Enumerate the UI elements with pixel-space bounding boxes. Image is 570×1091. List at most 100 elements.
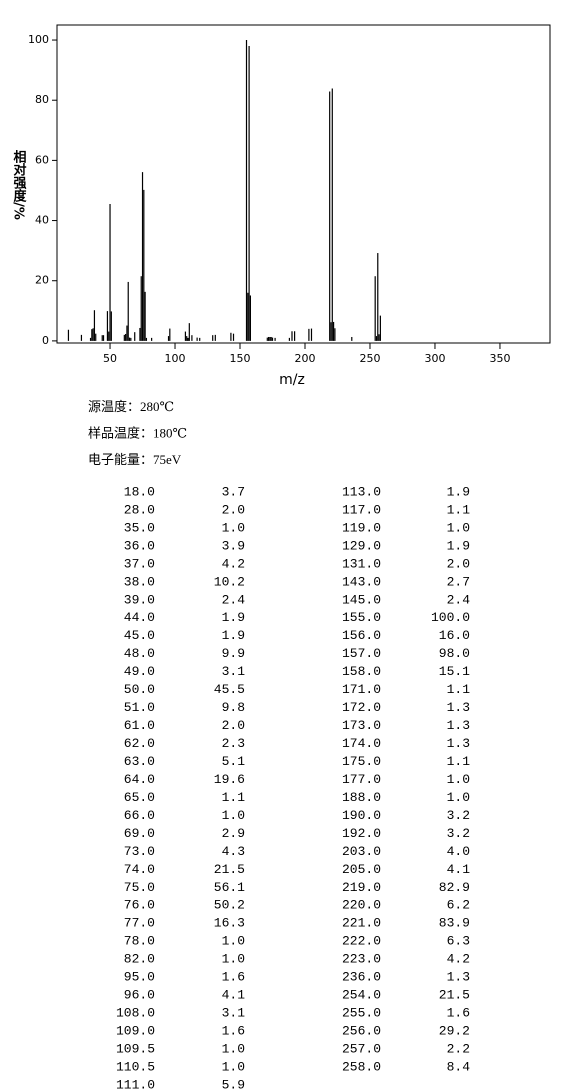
mz-cell: 223.0 — [342, 952, 381, 967]
intensity-cell: 1.6 — [447, 1006, 470, 1021]
mz-cell: 111.0 — [116, 1077, 155, 1091]
intensity-cell: 4.2 — [447, 952, 470, 967]
intensity-cell: 1.9 — [222, 610, 245, 625]
condition: 样品温度：180℃ — [88, 425, 187, 440]
mz-cell: 39.0 — [124, 592, 155, 607]
mz-cell: 155.0 — [342, 610, 381, 625]
plot-frame — [56, 24, 551, 344]
intensity-cell: 2.0 — [222, 502, 245, 517]
mz-cell: 65.0 — [124, 790, 155, 805]
mz-cell: 171.0 — [342, 682, 381, 697]
intensity-cell: 1.9 — [222, 628, 245, 643]
mz-cell: 35.0 — [124, 520, 155, 535]
intensity-cell: 6.2 — [447, 898, 470, 913]
mz-cell: 174.0 — [342, 736, 381, 751]
mz-cell: 82.0 — [124, 952, 155, 967]
intensity-cell: 1.9 — [447, 538, 470, 553]
mz-cell: 113.0 — [342, 484, 381, 499]
intensity-cell: 5.1 — [222, 754, 246, 769]
intensity-cell: 1.1 — [447, 682, 471, 697]
mz-cell: 258.0 — [342, 1059, 381, 1074]
intensity-cell: 1.6 — [222, 1024, 245, 1039]
mz-cell: 219.0 — [342, 880, 381, 895]
intensity-cell: 45.5 — [214, 682, 245, 697]
intensity-cell: 29.2 — [439, 1024, 470, 1039]
mz-cell: 63.0 — [124, 754, 155, 769]
intensity-cell: 8.4 — [447, 1059, 471, 1074]
y-tick-label: 40 — [35, 214, 49, 227]
mz-cell: 131.0 — [342, 556, 381, 571]
condition: 源温度：280℃ — [88, 399, 174, 414]
intensity-cell: 2.3 — [222, 736, 245, 751]
mz-cell: 156.0 — [342, 628, 381, 643]
y-tick-label: 20 — [35, 274, 49, 287]
mz-cell: 78.0 — [124, 934, 155, 949]
x-tick-label: 150 — [230, 352, 251, 365]
intensity-cell: 2.7 — [447, 574, 470, 589]
mz-cell: 119.0 — [342, 520, 381, 535]
intensity-cell: 1.3 — [447, 736, 470, 751]
mz-cell: 236.0 — [342, 970, 381, 985]
mz-cell: 221.0 — [342, 916, 381, 931]
mz-cell: 143.0 — [342, 574, 381, 589]
mz-cell: 175.0 — [342, 754, 381, 769]
intensity-cell: 1.0 — [222, 808, 245, 823]
intensity-cell: 2.0 — [222, 718, 245, 733]
mz-cell: 37.0 — [124, 556, 155, 571]
y-tick-label: 60 — [35, 153, 49, 166]
intensity-cell: 4.0 — [447, 844, 470, 859]
x-tick-label: 300 — [424, 352, 445, 365]
mz-cell: 44.0 — [124, 610, 155, 625]
mz-cell: 254.0 — [342, 988, 381, 1003]
mz-cell: 76.0 — [124, 898, 155, 913]
x-tick-label: 200 — [294, 352, 315, 365]
mz-cell: 48.0 — [124, 646, 155, 661]
mz-cell: 157.0 — [342, 646, 381, 661]
mz-cell: 38.0 — [124, 574, 155, 589]
intensity-cell: 1.1 — [447, 502, 471, 517]
mz-cell: 257.0 — [342, 1042, 381, 1057]
x-tick-label: 50 — [103, 352, 117, 365]
intensity-cell: 1.0 — [222, 1059, 245, 1074]
intensity-cell: 3.2 — [447, 826, 470, 841]
mz-cell: 28.0 — [124, 502, 155, 517]
intensity-cell: 5.9 — [222, 1077, 245, 1091]
mz-cell: 50.0 — [124, 682, 155, 697]
intensity-cell: 3.1 — [222, 1006, 246, 1021]
intensity-cell: 15.1 — [439, 664, 470, 679]
mz-cell: 110.5 — [116, 1059, 155, 1074]
intensity-cell: 4.1 — [447, 862, 471, 877]
mz-cell: 203.0 — [342, 844, 381, 859]
mz-cell: 109.0 — [116, 1024, 155, 1039]
mz-cell: 74.0 — [124, 862, 155, 877]
mz-cell: 222.0 — [342, 934, 381, 949]
y-tick-label: 80 — [35, 93, 49, 106]
intensity-cell: 16.0 — [439, 628, 470, 643]
intensity-cell: 21.5 — [214, 862, 245, 877]
y-axis-label: 相对强度/% — [11, 150, 27, 220]
y-tick-label: 100 — [28, 33, 49, 46]
intensity-cell: 1.0 — [447, 520, 470, 535]
intensity-cell: 1.0 — [447, 772, 470, 787]
intensity-cell: 3.7 — [222, 484, 245, 499]
intensity-cell: 1.0 — [222, 934, 245, 949]
mz-cell: 51.0 — [124, 700, 155, 715]
intensity-cell: 3.1 — [222, 664, 246, 679]
mz-cell: 177.0 — [342, 772, 381, 787]
intensity-cell: 3.9 — [222, 538, 245, 553]
mz-cell: 220.0 — [342, 898, 381, 913]
x-tick-label: 250 — [359, 352, 380, 365]
intensity-cell: 19.6 — [214, 772, 245, 787]
mz-cell: 145.0 — [342, 592, 381, 607]
mz-cell: 172.0 — [342, 700, 381, 715]
mz-cell: 75.0 — [124, 880, 155, 895]
intensity-cell: 1.0 — [222, 1042, 245, 1057]
intensity-cell: 4.3 — [222, 844, 245, 859]
mz-cell: 188.0 — [342, 790, 381, 805]
mz-cell: 77.0 — [124, 916, 155, 931]
mz-cell: 129.0 — [342, 538, 381, 553]
intensity-cell: 1.9 — [447, 484, 470, 499]
x-tick-label: 350 — [489, 352, 510, 365]
